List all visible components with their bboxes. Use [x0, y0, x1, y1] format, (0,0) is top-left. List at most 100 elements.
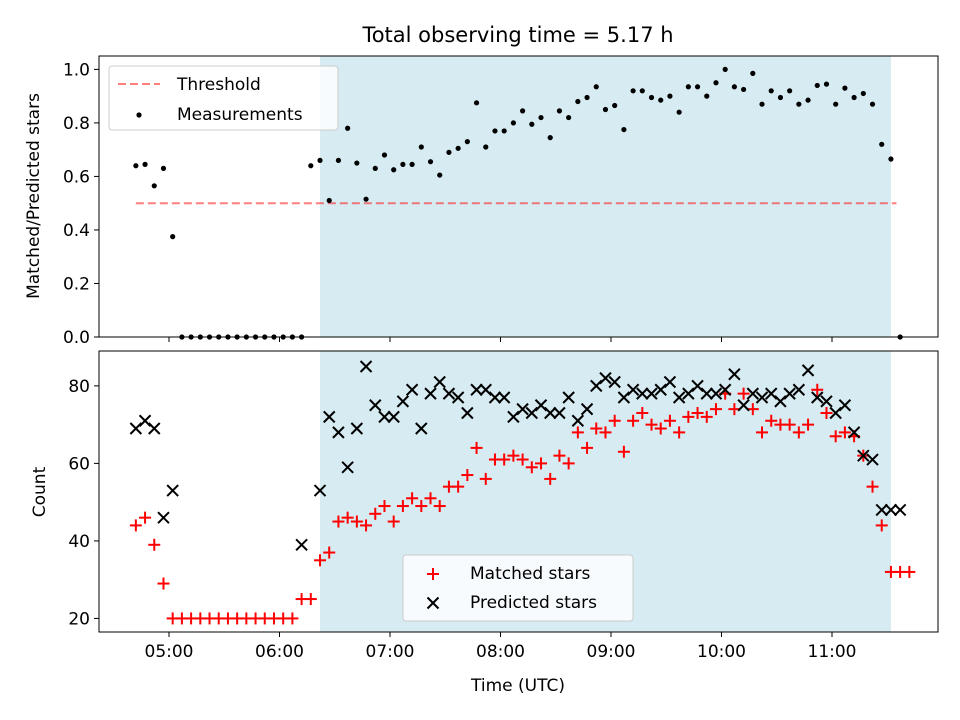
matched-star-marker	[627, 414, 640, 427]
predicted-star-marker	[396, 395, 410, 408]
measurement-point	[520, 108, 526, 114]
legend-predicted-label: Predicted stars	[470, 593, 597, 613]
matched-star-marker	[691, 407, 704, 420]
y-tick-label: 0.4	[63, 221, 90, 241]
predicted-star-marker	[138, 414, 152, 427]
bottom-y-axis-label: Count	[30, 466, 50, 517]
matched-star-marker	[617, 445, 630, 458]
measurement-point	[888, 156, 894, 162]
measurement-point	[731, 84, 737, 90]
predicted-star-marker	[774, 395, 787, 408]
matched-star-marker	[387, 515, 400, 528]
measurement-point	[768, 88, 774, 94]
bottom-legend: Matched stars Predicted stars	[402, 554, 634, 622]
predicted-star-marker	[470, 383, 483, 396]
measurement-point	[400, 161, 406, 167]
predicted-star-marker	[829, 406, 842, 420]
predicted-star-marker	[313, 484, 327, 497]
matched-star-marker	[820, 407, 833, 420]
predicted-star-marker	[765, 387, 778, 400]
predicted-star-marker	[562, 391, 575, 404]
measurement-point	[777, 94, 784, 101]
top-shaded-interval	[320, 56, 891, 337]
predicted-star-marker	[129, 422, 143, 435]
matched-star-marker	[802, 418, 815, 431]
matched-star-marker	[663, 414, 676, 427]
matched-star-marker	[783, 418, 796, 431]
predicted-star-marker	[553, 406, 566, 420]
measurement-point	[556, 108, 563, 114]
y-tick-label: 0.2	[63, 274, 90, 294]
predicted-star-marker	[737, 399, 750, 412]
matched-star-marker	[571, 426, 584, 439]
predicted-star-marker	[847, 426, 861, 439]
matched-star-marker	[525, 461, 538, 474]
predicted-star-marker	[893, 503, 907, 517]
matched-star-marker	[415, 500, 428, 513]
predicted-star-marker	[820, 395, 833, 408]
matched-star-marker	[406, 492, 419, 505]
matched-star-marker	[829, 430, 842, 443]
measurement-point	[814, 82, 820, 89]
matched-star-marker	[608, 414, 621, 427]
measurement-point	[381, 152, 388, 158]
predicted-star-marker	[875, 503, 888, 517]
x-tick-label: 09:00	[587, 642, 636, 662]
matched-star-marker	[314, 554, 327, 567]
measurement-point	[602, 106, 609, 113]
measurement-point	[851, 94, 857, 101]
legend-threshold-label: Threshold	[176, 75, 261, 95]
measurement-point	[621, 126, 627, 133]
matched-star-marker	[682, 410, 695, 423]
matched-star-marker	[304, 593, 317, 606]
legend-matched-swatch	[427, 568, 439, 580]
matched-star-marker	[139, 511, 152, 524]
predicted-star-marker	[672, 391, 686, 404]
matched-stars-markers	[129, 383, 916, 625]
top-y-axis: 0.0 0.2 0.4 0.6 0.8 1.0	[63, 60, 99, 348]
predicted-star-marker	[718, 383, 732, 396]
predicted-star-marker	[811, 391, 824, 404]
matched-star-marker	[875, 519, 888, 532]
y-tick-label: 40	[68, 532, 90, 552]
matched-star-marker	[286, 612, 299, 625]
matched-star-marker	[360, 519, 373, 532]
measurement-point	[787, 88, 793, 94]
x-tick-label: 10:00	[697, 642, 746, 662]
matched-star-marker	[479, 472, 492, 485]
measurement-point	[658, 97, 664, 103]
matched-star-marker	[756, 426, 769, 439]
predicted-star-marker	[700, 387, 713, 400]
top-legend-box	[108, 65, 339, 131]
x-tick-label: 08:00	[476, 642, 525, 662]
matched-star-marker	[332, 515, 345, 528]
measurement-point	[566, 114, 572, 121]
measurement-point	[308, 163, 314, 169]
measurement-point	[842, 85, 848, 91]
matched-star-marker	[737, 387, 750, 400]
matched-star-marker	[129, 519, 142, 532]
measurement-point	[492, 128, 498, 134]
matched-star-marker	[470, 441, 483, 454]
bottom-y-axis: 20 40 60 80	[68, 377, 99, 629]
measurement-point	[151, 183, 157, 189]
matched-star-marker	[700, 410, 713, 423]
measurement-point	[667, 93, 673, 99]
measurement-point	[639, 88, 645, 94]
measurement-point	[335, 157, 342, 163]
matched-star-marker	[562, 457, 575, 470]
predicted-star-marker	[525, 406, 539, 420]
predicted-star-marker	[709, 387, 723, 400]
bottom-x-axis: 05:00 06:00 07:00 08:00 09:00 10:00 11:00	[145, 632, 857, 662]
predicted-star-marker	[617, 391, 631, 404]
measurement-point	[160, 165, 167, 171]
predicted-star-marker	[378, 410, 391, 424]
x-tick-label: 07:00	[366, 642, 415, 662]
measurement-point	[823, 81, 830, 87]
predicted-star-marker	[497, 391, 511, 404]
measurement-point	[750, 70, 756, 76]
measurement-point	[538, 114, 544, 121]
matched-star-marker	[350, 515, 363, 528]
top-x-ticks	[168, 337, 833, 342]
matched-star-marker	[341, 511, 354, 524]
